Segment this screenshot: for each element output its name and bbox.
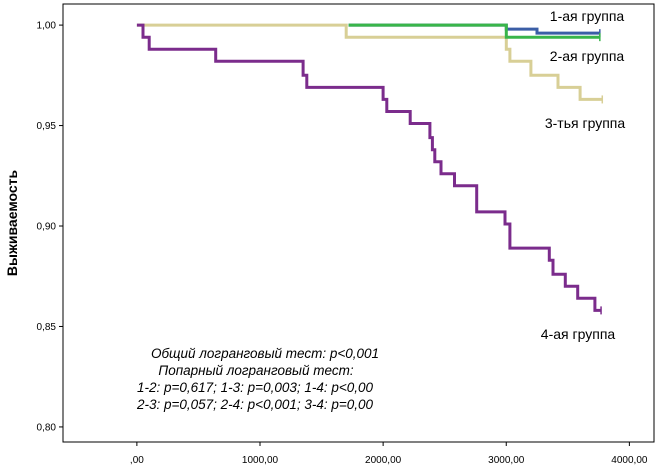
y-axis-ticks: 0,80 0,85 0,90 0,95 1,00: [37, 21, 63, 433]
series-line-3: [348, 23, 600, 39]
y-tick-label: 0,85: [37, 322, 57, 333]
plot-frame: [62, 3, 655, 443]
series-lines: [136, 23, 604, 315]
y-tick-label: 0,95: [37, 121, 57, 132]
y-tick-label: 1,00: [37, 21, 57, 32]
y-tick-label: 0,80: [37, 422, 57, 433]
annotation-line-2: Попарный логранговый тест:: [158, 363, 353, 378]
x-tick-label: 2000,00: [365, 455, 402, 466]
series-line-1: [136, 23, 603, 101]
logrank-annotation: Общий логранговый тест: p<0,001 Попарный…: [136, 346, 379, 412]
series-label-group-1: 1-ая группа: [550, 8, 625, 24]
annotation-line-3: 1-2: p=0,617; 1-3: p=0,003; 1-4: p<0,00: [137, 380, 374, 395]
x-tick-label: 1000,00: [242, 455, 279, 466]
series-label-group-3: 3-тья группа: [545, 115, 626, 131]
x-tick-label: 4000,00: [611, 455, 648, 466]
y-tick-label: 0,90: [37, 222, 57, 233]
annotation-line-4: 2-3: p=0,057; 2-4: p<0,001; 3-4: p=0,00: [136, 397, 374, 412]
y-axis-label: Выживаемость: [4, 170, 20, 277]
x-tick-label: ,00: [130, 455, 144, 466]
series-label-group-2: 2-ая группа: [550, 48, 625, 64]
series-label-group-4: 4-ая группа: [541, 326, 616, 342]
series-labels: 1-ая группа 2-ая группа 3-тья группа 4-а…: [541, 8, 626, 342]
x-axis-ticks: ,00 1000,00 2000,00 3000,00 4000,00: [130, 442, 648, 466]
x-tick-label: 3000,00: [488, 455, 525, 466]
annotation-line-1: Общий логранговый тест: p<0,001: [151, 346, 379, 361]
series-line-4: [136, 23, 602, 312]
